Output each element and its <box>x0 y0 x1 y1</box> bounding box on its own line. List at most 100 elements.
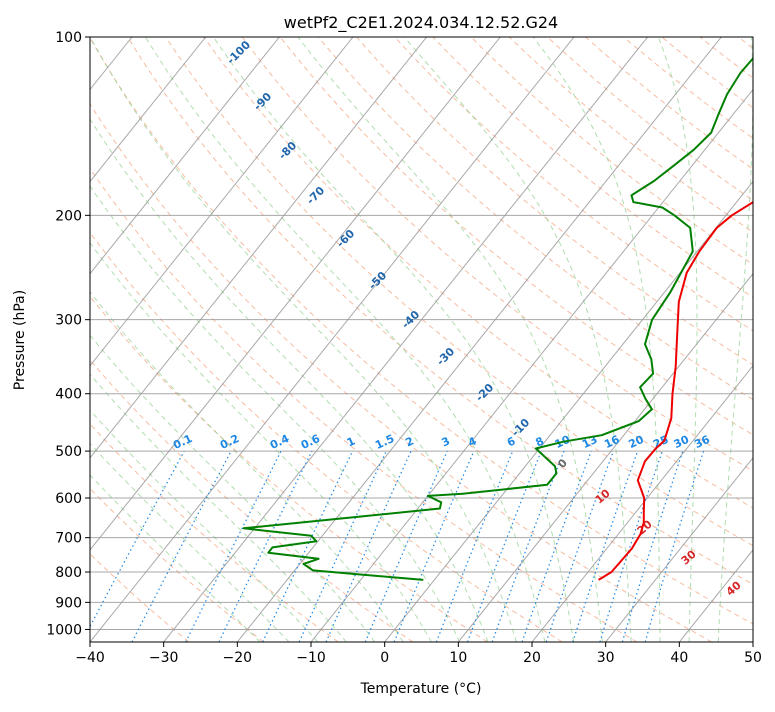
moist-adiabat <box>404 37 631 642</box>
mixing-ratio-label: 0.6 <box>299 432 322 452</box>
mixing-ratio-label: 36 <box>692 433 712 451</box>
isotherm-label: -60 <box>334 227 357 250</box>
x-tick-label: −40 <box>75 650 105 666</box>
isotherm-label: -20 <box>473 381 496 404</box>
x-tick-label: 30 <box>597 650 615 666</box>
x-axis-label: Temperature (°C) <box>360 681 482 697</box>
mixing-ratio-line <box>299 451 386 642</box>
dry-adiabat-label: 20 <box>635 517 655 537</box>
mixing-ratio-label: 2 <box>403 434 415 449</box>
y-tick-label: 1000 <box>46 622 82 638</box>
moist-adiabat <box>533 37 660 642</box>
moist-adiabat <box>0 37 431 642</box>
x-tick-label: 50 <box>744 650 762 666</box>
mixing-ratio-line <box>365 451 447 642</box>
dry-adiabat <box>509 37 775 642</box>
mixing-ratio-label: 20 <box>626 433 646 451</box>
moist-adiabat <box>146 37 546 642</box>
y-tick-label: 800 <box>55 565 82 581</box>
y-tick-label: 700 <box>55 531 82 547</box>
isotherm-label: -80 <box>276 139 299 162</box>
isotherm-line <box>164 37 648 642</box>
mixing-ratio-label: 0.1 <box>171 432 194 452</box>
isotherm-label: -30 <box>434 345 457 368</box>
y-tick-label: 900 <box>55 595 82 611</box>
isotherm-line <box>16 37 500 642</box>
y-tick-label: 200 <box>55 208 82 224</box>
dry-adiabat-label: 30 <box>679 547 699 567</box>
dry-adiabat <box>0 37 488 642</box>
dry-adiabat-label: 40 <box>724 578 744 598</box>
mixing-ratio-label: 1.5 <box>373 432 396 452</box>
moist-adiabat <box>0 37 403 642</box>
dry-adiabat <box>0 37 562 642</box>
dry-adiabat <box>738 37 775 642</box>
y-axis-label: Pressure (hPa) <box>12 290 28 390</box>
y-tick-label: 600 <box>55 491 82 507</box>
mixing-ratio-label: 3 <box>440 434 452 449</box>
mixing-ratio-label: 0.2 <box>218 432 241 452</box>
mixing-ratio-line <box>492 451 564 642</box>
axes: −40 −30 −20 −10 0 10 20 30 40 50 1000 900 800 700 600 5… <box>46 30 762 666</box>
dry-adiabat <box>13 37 637 642</box>
mixing-ratio-line <box>600 451 663 642</box>
moist-adiabat <box>0 37 289 642</box>
moist-adiabat <box>718 37 753 642</box>
mixing-ratio-line <box>645 451 703 642</box>
dry-adiabat <box>471 37 775 642</box>
dry-adiabat <box>395 37 775 642</box>
moist-adiabat <box>0 37 346 642</box>
mixing-ratio-line <box>522 451 591 642</box>
y-tick-label: 100 <box>55 30 82 46</box>
moist-adiabat <box>90 37 516 642</box>
dry-adiabat <box>586 37 775 642</box>
isotherm-line <box>0 37 206 642</box>
x-tick-label: 20 <box>523 650 541 666</box>
isotherm-line <box>679 37 775 642</box>
isotherm-line <box>0 37 353 642</box>
mixing-ratio-line <box>468 451 542 642</box>
mixing-ratio-line <box>82 451 184 642</box>
dry-adiabat <box>51 37 711 642</box>
x-tick-label: 40 <box>670 650 688 666</box>
y-tick-label: 500 <box>55 444 82 460</box>
dry-adiabat <box>547 37 775 642</box>
dry-adiabat <box>318 37 775 642</box>
moist-adiabat <box>0 37 375 642</box>
x-tick-label: −10 <box>296 650 326 666</box>
dry-adiabat <box>700 37 775 642</box>
mixing-ratio-line <box>436 451 512 642</box>
y-tick-label: 400 <box>55 387 82 403</box>
mixing-ratio-label: 0.4 <box>268 432 291 452</box>
mixing-ratio-line <box>326 451 411 642</box>
mixing-ratio-label: 4 <box>466 434 479 449</box>
isotherm-label: -40 <box>399 308 422 331</box>
x-tick-label: 10 <box>449 650 467 666</box>
moist-adiabat <box>0 37 260 642</box>
isotherm-line <box>237 37 721 642</box>
mixing-ratio-label: 30 <box>672 433 692 451</box>
x-tick-label: −30 <box>149 650 179 666</box>
isotherm-line <box>385 37 775 642</box>
y-tick-label: 300 <box>55 313 82 329</box>
isotherm-line <box>753 37 775 642</box>
isotherm-line <box>0 37 58 642</box>
isotherm-line <box>90 37 574 642</box>
dry-adiabat <box>0 37 264 642</box>
x-tick-label: 0 <box>380 650 389 666</box>
mixing-ratio-label: 1 <box>345 434 357 449</box>
isotherm-label: -70 <box>304 184 327 207</box>
dry-adiabat <box>0 37 189 642</box>
chart-title: wetPf2_C2E1.2024.034.12.52.G24 <box>284 13 558 33</box>
mixing-ratio-line <box>186 451 281 642</box>
mixing-ratio-label: 16 <box>602 433 622 451</box>
isotherm-line <box>0 37 279 642</box>
isotherm-line <box>458 37 775 642</box>
x-tick-label: −20 <box>223 650 253 666</box>
mixing-ratio-line <box>219 451 312 642</box>
isotherm-line <box>311 37 775 642</box>
isotherm-label: -100 <box>224 38 253 67</box>
isotherm-line <box>0 37 427 642</box>
